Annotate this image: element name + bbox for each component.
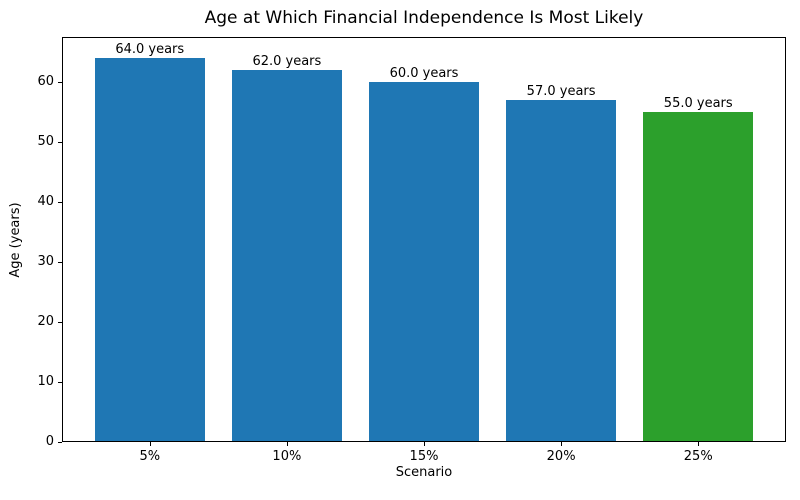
y-tick-label: 60 <box>37 74 54 89</box>
bar-value-label: 64.0 years <box>115 42 185 57</box>
x-tick-label: 5% <box>139 449 161 464</box>
y-tick-mark <box>58 262 62 263</box>
x-tick-mark <box>561 442 563 446</box>
x-tick-mark <box>149 442 151 446</box>
x-axis-label: Scenario <box>395 465 453 480</box>
x-tick-mark <box>286 442 288 446</box>
y-tick-mark <box>58 442 62 443</box>
plot-area <box>62 37 786 442</box>
bar-value-label: 62.0 years <box>252 54 322 69</box>
bar-10% <box>232 70 342 441</box>
x-tick-label: 15% <box>409 449 439 464</box>
y-tick-mark <box>58 202 62 203</box>
y-tick-label: 20 <box>37 314 54 329</box>
x-tick-label: 25% <box>683 449 713 464</box>
y-tick-mark <box>58 82 62 83</box>
y-tick-mark <box>58 382 62 383</box>
y-tick-mark <box>58 142 62 143</box>
bar-value-label: 60.0 years <box>389 66 459 81</box>
y-tick-label: 50 <box>37 134 54 149</box>
y-tick-label: 10 <box>37 374 54 389</box>
bar-15% <box>369 82 479 441</box>
bar-value-label: 55.0 years <box>663 96 733 111</box>
y-tick-label: 30 <box>37 254 54 269</box>
x-tick-mark <box>698 442 700 446</box>
x-tick-label: 10% <box>272 449 302 464</box>
x-tick-mark <box>424 442 425 446</box>
y-tick-label: 0 <box>45 434 54 449</box>
bar-value-label: 57.0 years <box>526 84 596 99</box>
chart-title: Age at Which Financial Independence Is M… <box>204 8 644 28</box>
y-tick-mark <box>58 322 62 323</box>
bar-25% <box>643 112 754 441</box>
bar-5% <box>94 58 205 441</box>
x-tick-label: 20% <box>546 449 576 464</box>
y-tick-label: 40 <box>37 194 54 209</box>
bar-20% <box>506 100 616 441</box>
